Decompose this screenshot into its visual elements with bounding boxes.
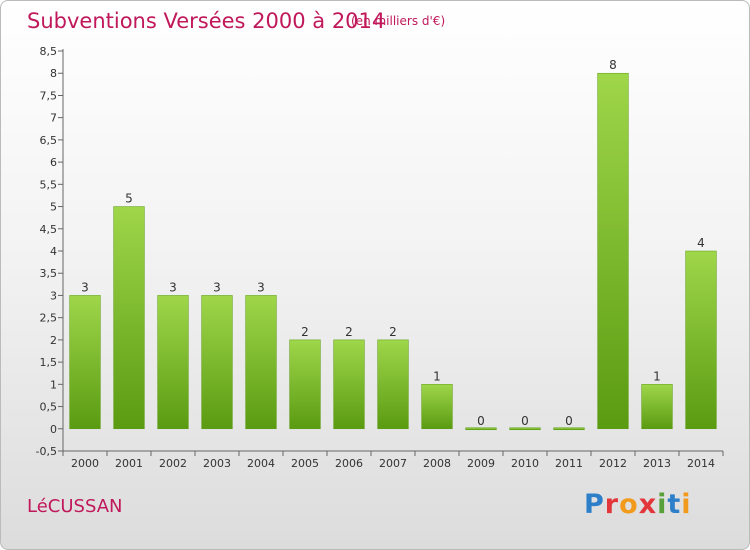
data-label-2012: 8 bbox=[609, 58, 617, 72]
x-axis: 2000 2001 2002 2003 2004 2005 2006 2007 2008 2009… bbox=[62, 450, 724, 470]
y-tick-label: 3 bbox=[50, 289, 57, 302]
x-tick-label: 2005 bbox=[291, 457, 319, 470]
y-tick-label: 8,5 bbox=[40, 45, 58, 58]
y-tick-label: 5 bbox=[50, 201, 57, 214]
data-label-2000: 3 bbox=[81, 280, 89, 294]
y-tick-label: 4 bbox=[50, 245, 57, 258]
x-tick-label: 2003 bbox=[203, 457, 231, 470]
x-tick-label: 2004 bbox=[247, 457, 275, 470]
chart-unit-note: (en milliers d'€) bbox=[351, 14, 446, 28]
proxiti-logo[interactable]: Proxiti bbox=[584, 489, 692, 520]
x-tick-label: 2012 bbox=[599, 457, 627, 470]
data-label-2013: 1 bbox=[653, 369, 661, 383]
x-tick-label: 2010 bbox=[511, 457, 539, 470]
x-tick-label: 2006 bbox=[335, 457, 363, 470]
y-tick-label: 2 bbox=[50, 334, 57, 347]
data-label-2003: 3 bbox=[213, 280, 221, 294]
place-name: LéCUSSAN bbox=[27, 496, 123, 517]
y-tick-label: -0,5 bbox=[36, 445, 57, 458]
y-tick-label: 7,5 bbox=[40, 89, 58, 102]
bar-2002[interactable] bbox=[157, 295, 189, 430]
bar-2014[interactable] bbox=[685, 250, 717, 430]
data-label-2010: 0 bbox=[521, 414, 529, 428]
x-tick-label: 2001 bbox=[115, 457, 143, 470]
x-tick-label: 2008 bbox=[423, 457, 451, 470]
x-tick-label: 2013 bbox=[643, 457, 671, 470]
y-tick-label: 6,5 bbox=[40, 134, 58, 147]
bar-2005[interactable] bbox=[289, 339, 321, 430]
y-tick-label: 3,5 bbox=[40, 267, 58, 280]
x-tick-label: 2002 bbox=[159, 457, 187, 470]
chart-title: Subventions Versées 2000 à 2014 bbox=[27, 9, 386, 33]
data-label-2014: 4 bbox=[697, 236, 705, 250]
data-label-2006: 2 bbox=[345, 325, 353, 339]
y-tick-label: 1,5 bbox=[40, 356, 58, 369]
bar-2009[interactable] bbox=[465, 427, 497, 431]
bar-2006[interactable] bbox=[333, 339, 365, 430]
data-label-2008: 1 bbox=[433, 369, 441, 383]
data-label-2005: 2 bbox=[301, 325, 309, 339]
x-tick-label: 2011 bbox=[555, 457, 583, 470]
data-label-2011: 0 bbox=[565, 414, 573, 428]
x-tick-label: 2000 bbox=[71, 457, 99, 470]
bar-2004[interactable] bbox=[245, 295, 277, 430]
y-tick-label: 6 bbox=[50, 156, 57, 169]
x-tick-label: 2007 bbox=[379, 457, 407, 470]
bar-2000[interactable] bbox=[69, 295, 101, 430]
bars bbox=[69, 72, 717, 431]
bar-2011[interactable] bbox=[553, 427, 585, 431]
bar-2003[interactable] bbox=[201, 295, 233, 430]
data-label-2004: 3 bbox=[257, 280, 265, 294]
data-label-2009: 0 bbox=[477, 414, 485, 428]
bar-2013[interactable] bbox=[641, 384, 673, 430]
y-tick-label: 7 bbox=[50, 112, 57, 125]
y-tick-label: 1 bbox=[50, 378, 57, 391]
y-tick-label: 0 bbox=[50, 423, 57, 436]
y-tick-label: 4,5 bbox=[40, 223, 58, 236]
x-tick-label: 2009 bbox=[467, 457, 495, 470]
y-tick-label: 0,5 bbox=[40, 401, 58, 414]
data-label-2002: 3 bbox=[169, 280, 177, 294]
x-tick-label: 2014 bbox=[687, 457, 715, 470]
y-tick-label: 5,5 bbox=[40, 178, 58, 191]
data-label-2001: 5 bbox=[125, 192, 133, 206]
y-axis: -0,5 0 0,5 1 1,5 2 2,5 3 3,5 4 4,5 5 5,5 6 6,5 7 7,5 8 8,5 bbox=[36, 45, 64, 458]
bar-2012[interactable] bbox=[597, 72, 629, 430]
bar-2010[interactable] bbox=[509, 427, 541, 431]
y-tick-label: 2,5 bbox=[40, 312, 58, 325]
bar-2008[interactable] bbox=[421, 384, 453, 430]
bar-2007[interactable] bbox=[377, 339, 409, 430]
data-labels: 3 5 3 3 3 2 2 2 1 0 0 0 8 1 4 bbox=[81, 58, 705, 428]
bar-2001[interactable] bbox=[113, 206, 145, 430]
y-tick-label: 8 bbox=[50, 67, 57, 80]
data-label-2007: 2 bbox=[389, 325, 397, 339]
